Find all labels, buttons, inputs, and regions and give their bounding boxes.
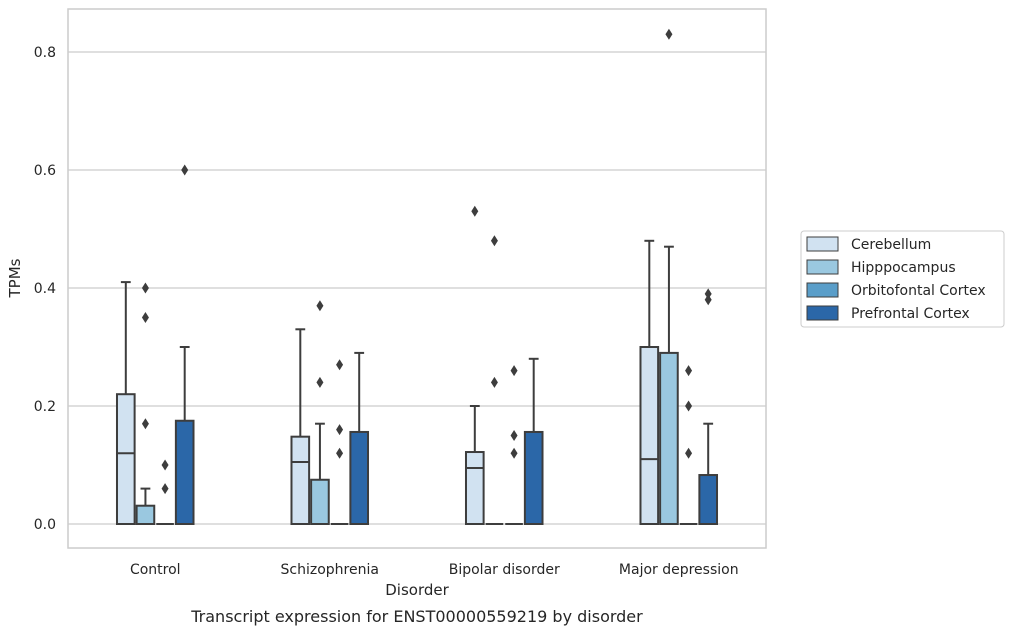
- box: [659, 351, 679, 525]
- x-tick-label: Bipolar disorder: [449, 562, 560, 578]
- box-hipppocampus: [485, 235, 504, 525]
- box: [174, 419, 195, 525]
- box: [310, 478, 330, 525]
- legend-label: Orbitofontal Cortex: [851, 283, 986, 299]
- box-cerebellum: [464, 205, 485, 525]
- box-hipppocampus: [135, 282, 156, 525]
- box: [349, 430, 370, 525]
- outlier-point: [141, 312, 149, 323]
- legend-swatch: [806, 236, 839, 252]
- outlier-point: [510, 365, 518, 377]
- x-tick-label: Major depression: [619, 562, 739, 578]
- outlier-point: [685, 400, 693, 412]
- x-tick-label: Schizophrenia: [281, 562, 379, 578]
- legend-label: Hipppocampus: [851, 260, 956, 276]
- outlier-point: [141, 418, 149, 430]
- outlier-point: [336, 359, 344, 371]
- box-hipppocampus: [310, 300, 330, 525]
- plot-frame: [67, 8, 767, 549]
- box-orbitofontal-cortex: [330, 359, 349, 525]
- outlier-point: [316, 300, 324, 312]
- box-orbitofontal-cortex: [679, 365, 698, 525]
- outlier-point: [336, 424, 344, 436]
- outlier-point: [704, 288, 712, 300]
- outlier-point: [181, 164, 189, 176]
- y-axis-title: TPMs: [6, 258, 24, 298]
- y-tick-label: 0.4: [34, 281, 56, 297]
- box-prefrontal-cortex: [174, 164, 195, 525]
- box: [639, 346, 660, 525]
- y-tick-label: 0.6: [34, 163, 56, 179]
- box: [523, 430, 544, 525]
- box: [698, 474, 719, 525]
- outlier-point: [471, 205, 479, 217]
- x-ticks: Control Schizophrenia Bipolar disorder Majo…: [130, 562, 739, 578]
- outlier-point: [510, 430, 518, 441]
- outlier-point: [685, 365, 693, 377]
- y-tick-label: 0.0: [34, 517, 56, 533]
- legend-label: Prefrontal Cortex: [851, 306, 970, 322]
- outlier-point: [665, 28, 673, 40]
- outlier-point: [336, 447, 344, 459]
- x-tick-label: Control: [130, 562, 181, 578]
- legend-label: Cerebellum: [851, 237, 931, 253]
- outlier-point: [316, 376, 324, 388]
- outlier-point: [161, 459, 169, 471]
- legend-swatch: [806, 282, 839, 298]
- box: [115, 393, 136, 526]
- legend-frame: [800, 230, 1005, 328]
- legend-swatch: [806, 259, 839, 275]
- legend-swatch: [806, 305, 839, 321]
- box-orbitofontal-cortex: [156, 459, 174, 525]
- outlier-point: [685, 447, 693, 459]
- outlier-point: [510, 447, 518, 459]
- box-orbitofontal-cortex: [505, 365, 523, 525]
- x-axis-title: Disorder: [385, 581, 449, 599]
- legend: Cerebellum Hipppocampus Orbitofontal Corte…: [800, 230, 1005, 328]
- outlier-point: [704, 294, 712, 306]
- box-cerebellum: [639, 239, 660, 525]
- chart-caption: Transcript expression for ENST0000055921…: [190, 607, 643, 626]
- box-prefrontal-cortex: [523, 357, 544, 525]
- box-hipppocampus: [659, 28, 679, 525]
- boxes: [115, 28, 719, 526]
- outlier-point: [161, 483, 169, 495]
- outlier-point: [490, 235, 498, 247]
- box-cerebellum: [115, 281, 136, 526]
- y-tick-label: 0.2: [34, 399, 56, 415]
- box: [464, 451, 485, 525]
- box: [135, 504, 156, 525]
- outlier-point: [490, 376, 498, 388]
- y-tick-label: 0.8: [34, 45, 56, 61]
- outlier-point: [141, 282, 149, 294]
- box-prefrontal-cortex: [698, 288, 719, 525]
- box: [290, 435, 311, 525]
- y-ticks: 0.0 0.2 0.4 0.6 0.8: [34, 45, 56, 533]
- box-prefrontal-cortex: [349, 351, 370, 525]
- box-cerebellum: [290, 328, 311, 525]
